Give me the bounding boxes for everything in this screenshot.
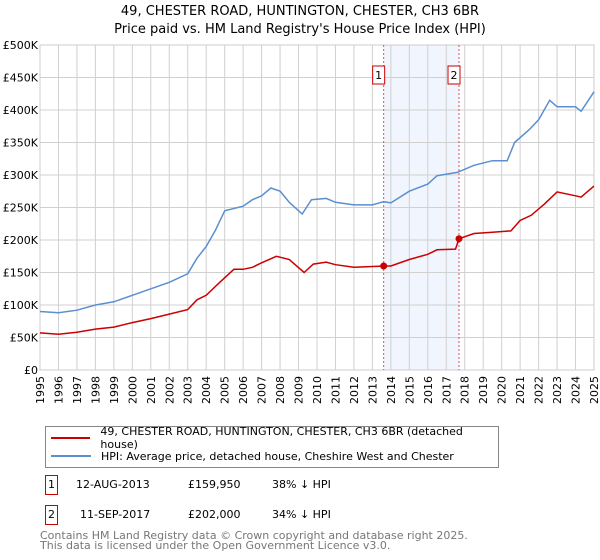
legend-swatch-red: [51, 437, 91, 439]
x-tick-label: 1997: [71, 376, 84, 404]
x-tick-label: 2012: [348, 376, 361, 404]
legend-label: HPI: Average price, detached house, Ches…: [101, 449, 454, 463]
y-tick-label: £300K: [3, 169, 39, 182]
x-tick-label: 2010: [311, 376, 324, 404]
x-tick-label: 2000: [126, 376, 139, 404]
transaction-price: £202,000: [188, 508, 241, 521]
x-tick-label: 2014: [385, 376, 398, 404]
legend-item-property: 49, CHESTER ROAD, HUNTINGTON, CHESTER, C…: [51, 425, 498, 451]
x-tick-label: 2008: [274, 376, 287, 404]
y-tick-label: £400K: [3, 104, 39, 117]
x-tick-label: 2017: [440, 376, 453, 404]
y-tick-label: £500K: [3, 39, 39, 52]
transaction-number: 2: [45, 505, 58, 525]
footer-copyright: Contains HM Land Registry data © Crown c…: [40, 529, 468, 542]
x-tick-label: 2023: [551, 376, 564, 404]
sale-label: 1: [375, 69, 382, 82]
x-tick-label: 2002: [163, 376, 176, 404]
x-tick-label: 2024: [570, 376, 583, 404]
legend-label: 49, CHESTER ROAD, HUNTINGTON, CHESTER, C…: [100, 425, 463, 451]
y-tick-label: £0: [24, 364, 38, 377]
x-tick-label: 2005: [219, 376, 232, 404]
sale-label-box: [447, 65, 461, 85]
price-chart: 1995 1996 1997 1998 1999 2000 2001 2002 2003 2004…: [3, 39, 600, 404]
footer-licence: This data is licensed under the Open Gov…: [40, 539, 391, 552]
x-tick-label: 2022: [533, 376, 546, 404]
plot-frame: [39, 44, 595, 371]
legend: 49, CHESTER ROAD, HUNTINGTON, CHESTER, C…: [45, 425, 499, 468]
sale-label-box: [372, 65, 386, 85]
transaction-price: £159,950: [188, 478, 241, 491]
x-tick-label: 2007: [256, 376, 269, 404]
transaction-date: 12-AUG-2013: [76, 478, 150, 491]
y-tick-label: £350K: [3, 137, 39, 150]
hpi-line: [39, 91, 595, 314]
x-tick-label: 1999: [108, 376, 121, 404]
x-tick-label: 1998: [89, 376, 102, 404]
x-tick-label: 2019: [477, 376, 490, 404]
transaction-date: 11-SEP-2017: [80, 508, 151, 521]
footer: Contains HM Land Registry data © Crown c…: [40, 529, 468, 552]
y-tick-label: £250K: [3, 202, 39, 215]
sale-point: [455, 235, 463, 243]
y-tick-label: £100K: [3, 299, 39, 312]
transaction-delta: 38% ↓ HPI: [272, 478, 331, 491]
transaction-number: 1: [45, 475, 58, 495]
x-tick-label: 2018: [459, 376, 472, 404]
x-tick-label: 2020: [496, 376, 509, 404]
x-tick-label: 2003: [182, 376, 195, 404]
legend-swatch-blue: [51, 455, 91, 457]
legend-item-hpi: HPI: Average price, detached house, Ches…: [51, 448, 454, 464]
transaction-delta: 34% ↓ HPI: [272, 508, 331, 521]
x-tick-label: 2001: [145, 376, 158, 404]
x-tick-label: 2016: [422, 376, 435, 404]
price-paid-line: [39, 185, 595, 336]
x-tick-label: 2021: [514, 376, 527, 404]
y-tick-label: £150K: [3, 267, 39, 280]
sale-point: [380, 262, 388, 270]
x-tick-label: 2015: [403, 376, 416, 404]
x-tick-label: 2009: [293, 376, 306, 404]
x-tick-label: 1995: [34, 376, 47, 404]
x-tick-label: 1996: [52, 376, 65, 404]
chart-subtitle: Price paid vs. HM Land Registry's House …: [114, 22, 486, 37]
x-tick-label: 2025: [588, 376, 600, 404]
y-tick-label: £450K: [3, 72, 39, 85]
x-tick-label: 2011: [329, 376, 342, 404]
chart-title: 49, CHESTER ROAD, HUNTINGTON, CHESTER, C…: [120, 4, 480, 19]
x-tick-label: 2013: [366, 376, 379, 404]
x-tick-label: 2004: [200, 376, 213, 404]
y-tick-label: £50K: [10, 332, 39, 345]
sale-label: 2: [451, 69, 458, 82]
x-tick-label: 2006: [237, 376, 250, 404]
y-tick-label: £200K: [3, 234, 39, 247]
